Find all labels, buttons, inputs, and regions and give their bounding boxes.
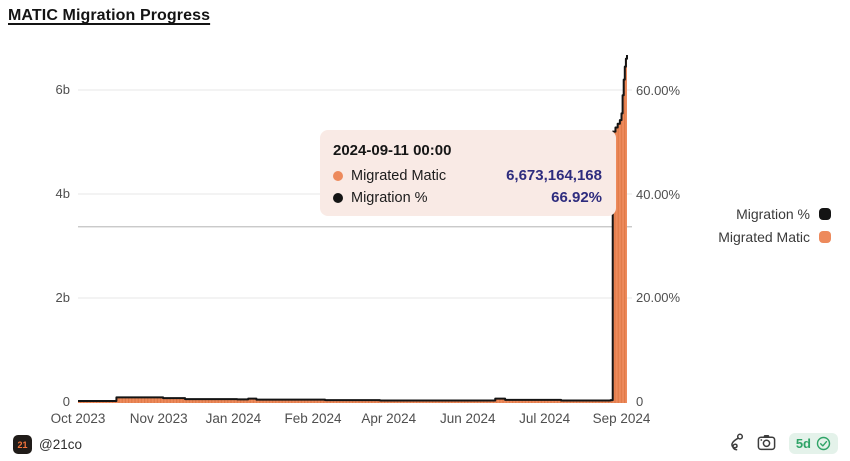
legend-item-migrated-matic[interactable]: Migrated Matic (718, 225, 831, 248)
x-axis-tick: Sep 2024 (592, 411, 651, 426)
y-axis-tick-left: 4b (55, 186, 70, 201)
x-axis-tick: Feb 2024 (284, 411, 342, 426)
y-axis-tick-right: 0 (636, 394, 644, 409)
x-axis-tick: Jul 2024 (519, 411, 571, 426)
y-axis-tick-left: 2b (55, 290, 70, 305)
x-axis-tick: Jun 2024 (440, 411, 496, 426)
orange-dot-icon (333, 170, 343, 181)
verified-check-icon (816, 436, 831, 451)
footer-actions: 5d (727, 432, 838, 455)
x-axis-tick: Jan 2024 (205, 411, 262, 426)
x-axis-tick: Oct 2023 (50, 411, 106, 426)
tooltip-date: 2024-09-11 00:00 (333, 142, 452, 159)
y-axis-tick-right: 60.00% (636, 82, 681, 98)
legend-marker-orange (819, 230, 831, 243)
refresh-age-label: 5d (795, 436, 811, 451)
refresh-status-badge[interactable]: 5d (788, 433, 838, 454)
y-axis-tick-left: 0 (62, 394, 70, 409)
tooltip-row-migrated-matic: Migrated Matic 6,673,164,168 (333, 167, 602, 184)
legend-label: Migration % (736, 205, 810, 222)
legend-item-migration-pct[interactable]: Migration % (736, 202, 831, 225)
tooltip-value: 66.92% (551, 189, 602, 206)
page-title[interactable]: MATIC Migration Progress (8, 7, 211, 24)
tooltip-label: Migrated Matic (351, 167, 447, 184)
legend-marker-black (819, 207, 831, 220)
camera-icon (757, 434, 776, 454)
x-axis-tick: Nov 2023 (129, 411, 188, 426)
avatar: 21 (13, 435, 32, 454)
tooltip-label: Migration % (351, 189, 428, 206)
chart-legend: Migration % Migrated Matic (718, 202, 831, 248)
author-attribution[interactable]: 21 @21co (13, 435, 82, 454)
y-axis-tick-right: 20.00% (636, 290, 681, 306)
tooltip-value: 6,673,164,168 (506, 167, 602, 184)
fork-button[interactable] (727, 432, 744, 455)
x-axis-tick: Apr 2024 (361, 411, 417, 426)
y-axis-tick-right: 40.00% (636, 186, 681, 202)
screenshot-button[interactable] (757, 434, 776, 454)
y-axis-tick-left: 6b (55, 82, 70, 97)
fork-icon (727, 432, 744, 455)
chart-tooltip: 2024-09-11 00:00 Migrated Matic 6,673,16… (320, 130, 616, 216)
black-dot-icon (333, 192, 343, 203)
author-handle: @21co (39, 437, 82, 452)
tooltip-row-migration-pct: Migration % 66.92% (333, 189, 602, 206)
legend-label: Migrated Matic (718, 228, 810, 245)
